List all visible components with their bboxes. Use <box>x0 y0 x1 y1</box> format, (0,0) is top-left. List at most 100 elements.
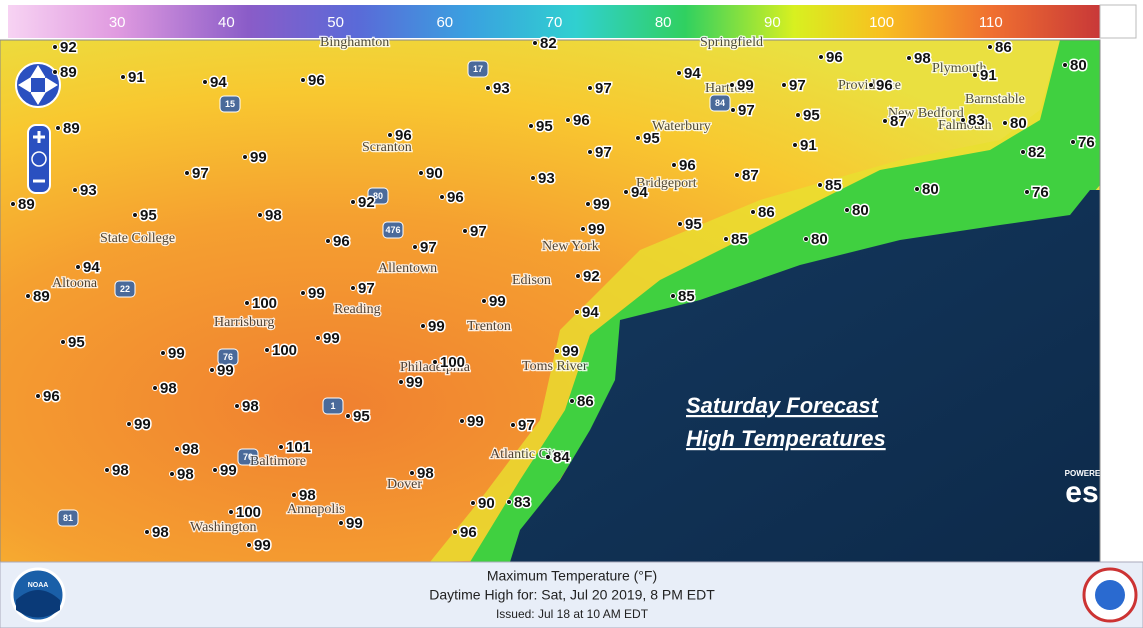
temperature-label: 98 <box>417 465 434 482</box>
temperature-label: 89 <box>60 64 77 81</box>
station-dot <box>25 293 31 299</box>
colorbar-tick-label: 100 <box>869 14 894 31</box>
station-dot <box>987 44 993 50</box>
station-dot <box>234 403 240 409</box>
nav-controls[interactable] <box>15 62 61 194</box>
temperature-label: 99 <box>588 221 605 238</box>
station-dot <box>345 413 351 419</box>
overlay-title: Saturday Forecast <box>686 393 880 418</box>
station-dot <box>120 74 126 80</box>
station-dot <box>844 207 850 213</box>
station-dot <box>409 470 415 476</box>
station-dot <box>174 446 180 452</box>
station-dot <box>554 348 560 354</box>
place-name: Hartford <box>705 81 753 96</box>
station-dot <box>60 339 66 345</box>
station-dot <box>676 70 682 76</box>
place-name: Allentown <box>378 261 437 276</box>
place-name: Waterbury <box>652 119 711 134</box>
station-dot <box>734 172 740 178</box>
station-dot <box>300 290 306 296</box>
station-dot <box>587 85 593 91</box>
temperature-label: 82 <box>1028 144 1045 161</box>
temperature-label: 96 <box>573 112 590 129</box>
temperature-label: 98 <box>265 207 282 224</box>
station-dot <box>55 125 61 131</box>
temperature-label: 95 <box>643 130 660 147</box>
temperature-label: 101 <box>286 439 311 456</box>
temperature-label: 99 <box>323 330 340 347</box>
temperature-label: 90 <box>426 165 443 182</box>
colorbar-tick-label: 40 <box>218 14 235 31</box>
noaa-logo-wave <box>16 590 60 618</box>
station-dot <box>209 367 215 373</box>
temperature-label: 76 <box>1032 184 1049 201</box>
station-dot <box>1062 62 1068 68</box>
temperature-label: 94 <box>582 304 599 321</box>
station-dot <box>126 421 132 427</box>
coastal-band <box>470 40 1100 562</box>
temperature-label: 85 <box>825 177 842 194</box>
place-name: Altoona <box>52 276 98 291</box>
temperature-label: 96 <box>395 127 412 144</box>
station-dot <box>212 467 218 473</box>
station-dot <box>750 209 756 215</box>
temperature-label: 91 <box>128 69 145 86</box>
station-dot <box>184 170 190 176</box>
footer-line: Maximum Temperature (°F) <box>487 568 657 584</box>
temperature-label: 76 <box>1078 134 1095 151</box>
station-dot <box>202 79 208 85</box>
noaa-logo-text: NOAA <box>28 582 49 589</box>
station-dot <box>35 393 41 399</box>
station-dot <box>914 186 920 192</box>
place-name: Scranton <box>362 140 412 155</box>
station-dot <box>565 117 571 123</box>
place-name: Toms River <box>522 359 588 374</box>
temperature-label: 85 <box>731 231 748 248</box>
overlay-subtitle: High Temperatures <box>686 426 886 451</box>
station-dot <box>228 509 234 515</box>
route-number: 70 <box>243 452 253 462</box>
station-dot <box>882 118 888 124</box>
esri-logo: esri <box>1065 476 1118 509</box>
station-dot <box>291 492 297 498</box>
zoom-control[interactable] <box>27 124 51 194</box>
colorbar <box>8 5 1100 38</box>
temperature-label: 94 <box>684 65 701 82</box>
labels: 17 15 84 80 476 22 76 1 70 81 Binghamton Springfiel… <box>10 34 1096 556</box>
temperature-label: 84 <box>553 449 570 466</box>
station-dot <box>574 309 580 315</box>
station-dot <box>52 69 58 75</box>
temperature-label: 99 <box>254 537 271 554</box>
station-dot <box>104 467 110 473</box>
temperature-label: 99 <box>250 149 267 166</box>
temperature-label: 80 <box>1070 57 1087 74</box>
temperature-label: 80 <box>852 202 869 219</box>
temperature-label: 99 <box>217 362 234 379</box>
station-dot <box>257 212 263 218</box>
station-dot <box>803 236 809 242</box>
route-number: 80 <box>373 191 383 201</box>
station-dot <box>315 335 321 341</box>
temperature-label: 86 <box>995 39 1012 56</box>
footer-line: Daytime High for: Sat, Jul 20 2019, 8 PM… <box>429 587 715 603</box>
temperature-label: 99 <box>168 345 185 362</box>
temperature-label: 98 <box>160 380 177 397</box>
pan-control[interactable] <box>15 62 61 108</box>
temperature-label: 98 <box>112 462 129 479</box>
temperature-label: 91 <box>980 67 997 84</box>
temperature-label: 92 <box>358 194 375 211</box>
station-dot <box>906 55 912 61</box>
temperature-label: 94 <box>210 74 227 91</box>
temperature-label: 95 <box>803 107 820 124</box>
temperature-label: 89 <box>63 120 80 137</box>
station-dot <box>670 293 676 299</box>
route-shield <box>709 94 731 112</box>
temperature-label: 99 <box>220 462 237 479</box>
temperature-label: 80 <box>922 181 939 198</box>
temperature-label: 99 <box>489 293 506 310</box>
zoom-icons <box>33 131 45 183</box>
temperature-label: 90 <box>478 495 495 512</box>
station-dot <box>462 228 468 234</box>
colorbar-tick-label: 30 <box>109 14 126 31</box>
